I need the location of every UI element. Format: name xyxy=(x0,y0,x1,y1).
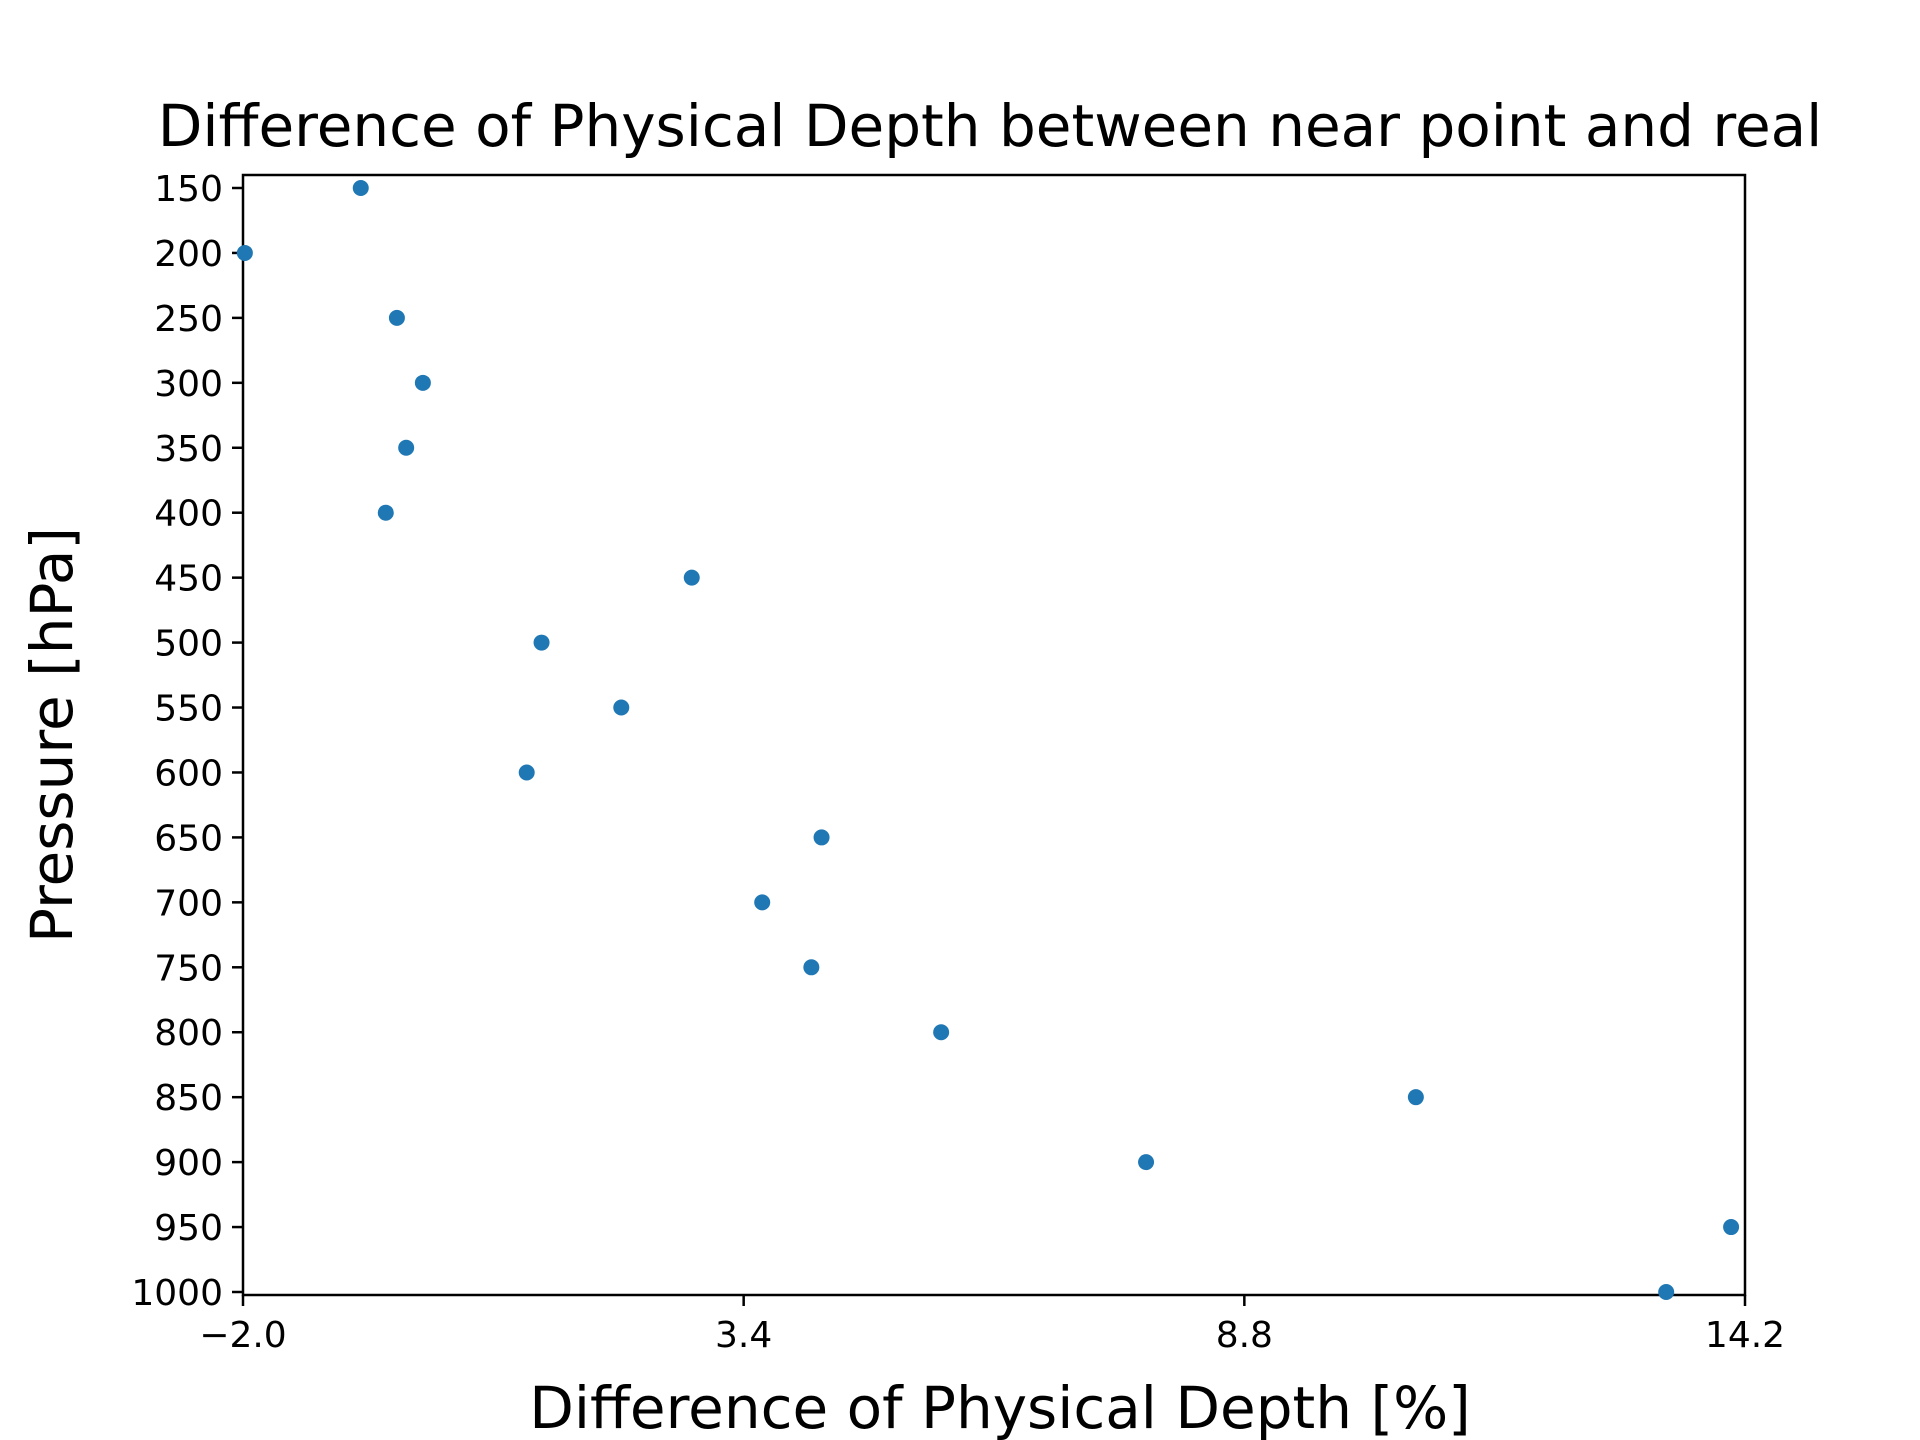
data-point xyxy=(613,699,630,716)
y-tick-label: 950 xyxy=(154,1208,223,1249)
y-tick-label: 450 xyxy=(154,559,223,600)
y-tick-label: 350 xyxy=(154,429,223,470)
y-tick-label: 1000 xyxy=(131,1273,223,1314)
data-point xyxy=(388,309,405,326)
data-point xyxy=(1138,1154,1155,1171)
y-tick-label: 850 xyxy=(154,1078,223,1119)
data-point xyxy=(1723,1219,1740,1236)
data-point xyxy=(1407,1089,1424,1106)
data-point xyxy=(533,634,550,651)
data-point xyxy=(803,959,820,976)
y-axis: 150 200 250 300 350 400 450 500 550 600 650 700 750 8… xyxy=(131,169,243,1314)
data-point xyxy=(377,504,394,521)
y-tick-label: 200 xyxy=(154,234,223,275)
y-tick-label: 650 xyxy=(154,818,223,859)
y-tick-label: 300 xyxy=(154,364,223,405)
y-tick-label: 800 xyxy=(154,1013,223,1054)
data-point xyxy=(754,894,771,911)
chart-title: Difference of Physical Depth between nea… xyxy=(158,92,1823,160)
x-tick-label: 14.2 xyxy=(1705,1315,1785,1356)
data-point xyxy=(683,569,700,586)
y-axis-label: Pressure [hPa] xyxy=(18,527,86,943)
data-point xyxy=(414,374,431,391)
y-tick-label: 400 xyxy=(154,494,223,535)
data-points xyxy=(236,180,1740,1300)
data-point xyxy=(1658,1284,1675,1300)
x-axis-label: Difference of Physical Depth [%] xyxy=(529,1374,1471,1440)
data-point xyxy=(398,439,415,456)
data-point xyxy=(813,829,830,846)
y-tick-label: 750 xyxy=(154,948,223,989)
data-point xyxy=(518,764,535,781)
x-tick-label: −2.0 xyxy=(199,1315,286,1356)
data-point xyxy=(236,244,253,261)
y-tick-label: 550 xyxy=(154,689,223,730)
y-tick-label: 500 xyxy=(154,624,223,665)
x-tick-label: 3.4 xyxy=(715,1315,772,1356)
plot-frame xyxy=(241,173,1747,1297)
x-tick-label: 8.8 xyxy=(1216,1315,1273,1356)
x-axis: −2.0 3.4 8.8 14.2 xyxy=(199,1295,1785,1356)
data-point xyxy=(352,180,369,196)
y-tick-label: 250 xyxy=(154,299,223,340)
y-tick-label: 900 xyxy=(154,1143,223,1184)
y-tick-label: 700 xyxy=(154,883,223,924)
y-tick-label: 600 xyxy=(154,753,223,794)
data-point xyxy=(933,1024,950,1041)
y-tick-label: 150 xyxy=(154,169,223,210)
